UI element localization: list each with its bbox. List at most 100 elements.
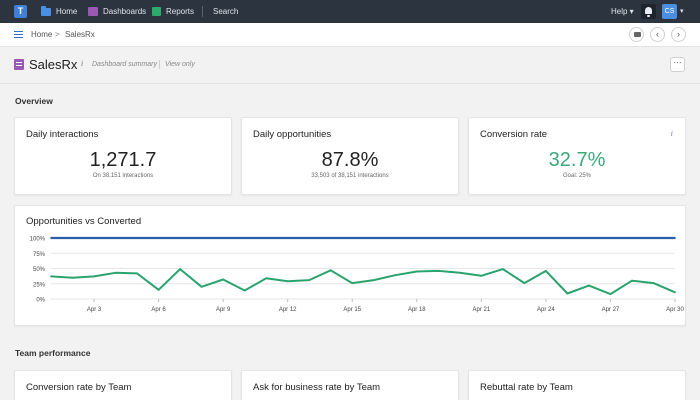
data-point [286, 237, 289, 239]
meta-divider [159, 60, 160, 69]
data-point [458, 271, 461, 274]
divider [0, 83, 700, 84]
y-tick-label: 25% [33, 282, 46, 288]
forward-button[interactable]: › [671, 27, 686, 42]
nav-search[interactable]: Search [213, 0, 238, 23]
data-point [566, 292, 569, 295]
data-point [157, 288, 160, 291]
data-point [631, 237, 633, 239]
data-point [286, 280, 289, 283]
kpi-title: Conversion rate [480, 129, 548, 140]
nav-dashboards[interactable]: Dashboards [88, 0, 146, 23]
nav-home-label: Home [56, 7, 78, 16]
data-point [329, 269, 332, 272]
info-icon[interactable]: i [81, 60, 84, 68]
data-point [588, 237, 590, 239]
section-overview: Overview [15, 96, 53, 106]
data-point [480, 274, 483, 277]
kpi-card-conversion[interactable]: Conversion rate i 32.7% Goal: 25% [468, 117, 686, 195]
data-point [179, 237, 182, 239]
team-card-rebuttal[interactable]: Rebuttal rate by Team [468, 370, 686, 400]
team-card-ask-for-business[interactable]: Ask for business rate by Team [241, 370, 459, 400]
data-point [631, 279, 633, 282]
data-point [93, 275, 95, 278]
data-point [308, 279, 311, 281]
data-point [415, 270, 418, 273]
data-point [265, 237, 268, 239]
series-line-1 [50, 268, 676, 296]
data-point [50, 237, 52, 239]
folder-button[interactable] [629, 27, 644, 42]
breadcrumb-separator: > [55, 30, 60, 39]
data-point [394, 237, 397, 239]
chart-title: Opportunities vs Converted [26, 216, 142, 227]
data-point [243, 237, 246, 239]
nav-home[interactable]: Home [41, 0, 77, 23]
nav-search-label: Search [213, 7, 239, 16]
data-point [114, 271, 117, 274]
page-title: SalesRx [29, 57, 78, 72]
info-icon[interactable]: i [670, 130, 673, 138]
view-mode: View only [165, 61, 195, 68]
data-point [566, 237, 569, 239]
x-tick-label: Apr 9 [216, 307, 231, 313]
data-point [114, 237, 117, 239]
data-point [523, 237, 526, 239]
kpi-title: Daily interactions [26, 129, 99, 140]
nav-reports[interactable]: Reports [152, 0, 194, 23]
data-point [415, 237, 418, 239]
data-point [480, 237, 483, 239]
y-tick-label: 75% [33, 252, 46, 258]
team-card-conversion[interactable]: Conversion rate by Team [14, 370, 232, 400]
folder-icon [634, 32, 641, 37]
chevron-down-icon[interactable]: ▾ [680, 8, 684, 15]
data-point [674, 291, 676, 294]
data-point [71, 276, 74, 279]
user-avatar[interactable]: CS [662, 4, 677, 19]
data-point [544, 270, 547, 272]
x-tick-label: Apr 27 [602, 307, 620, 313]
help-menu[interactable]: Help [611, 0, 634, 23]
data-point [437, 237, 440, 239]
team-card-title: Conversion rate by Team [26, 382, 132, 393]
data-point [179, 268, 182, 271]
data-point [523, 282, 526, 285]
top-navigation: T Home Dashboards Reports Search Help CS… [0, 0, 700, 23]
x-tick-label: Apr 21 [473, 307, 491, 313]
data-point [71, 237, 74, 239]
data-point [588, 284, 590, 287]
app-logo[interactable]: T [14, 5, 27, 18]
kpi-subtext: On 38,151 interactions [92, 173, 154, 179]
data-point [200, 237, 203, 239]
data-point [372, 237, 375, 239]
data-point [222, 278, 225, 281]
menu-icon[interactable] [14, 31, 23, 38]
notifications-button[interactable] [641, 4, 656, 19]
data-point [609, 237, 612, 239]
kpi-value: 1,271.7 [89, 149, 157, 171]
data-point [93, 237, 95, 239]
team-card-title: Ask for business rate by Team [253, 382, 381, 393]
data-point [544, 237, 547, 239]
data-point [50, 275, 52, 278]
x-tick-label: Apr 3 [87, 307, 102, 313]
dashboard-icon [88, 7, 98, 16]
kpi-card-opportunities[interactable]: Daily opportunities 87.8% 33,503 of 38,1… [241, 117, 459, 195]
kpi-value: 32.7% [548, 149, 606, 171]
y-tick-label: 50% [33, 267, 46, 273]
back-button[interactable]: ‹ [650, 27, 665, 42]
kpi-title: Daily opportunities [253, 129, 332, 140]
data-point [458, 237, 461, 239]
bell-icon [645, 7, 652, 17]
line-chart: 100% 75% 50% 25% 0% Apr 3 Apr 6 Apr 9 Apr 12 Apr … [30, 237, 685, 314]
data-point [136, 237, 138, 239]
chart-card[interactable]: Opportunities vs Converted 100% 75% 50% 25%… [14, 205, 686, 326]
data-point [372, 279, 375, 281]
kpi-card-interactions[interactable]: Daily interactions 1,271.7 On 38,151 int… [14, 117, 232, 195]
data-point [329, 237, 332, 239]
breadcrumb-home[interactable]: Home [31, 30, 53, 39]
x-tick-label: Apr 18 [408, 307, 426, 313]
more-options-button[interactable]: ··· [670, 57, 685, 72]
y-tick-label: 100% [30, 237, 46, 243]
x-tick-label: Apr 12 [279, 307, 297, 313]
